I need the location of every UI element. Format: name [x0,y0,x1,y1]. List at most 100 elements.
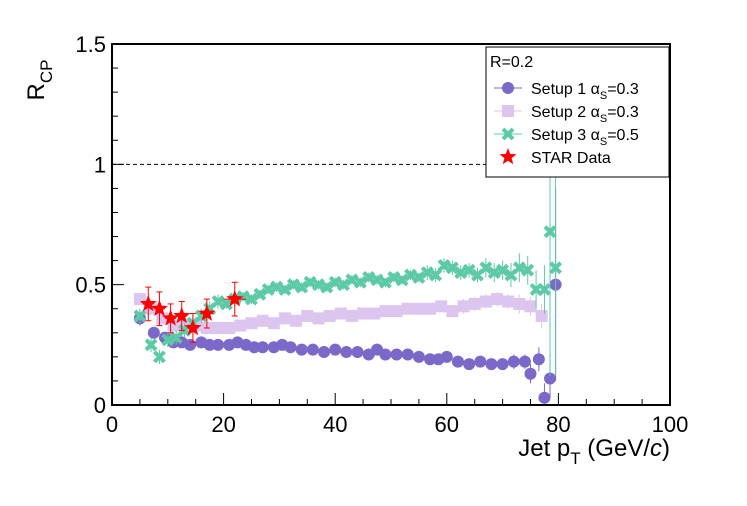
data-point [139,294,157,312]
data-point [144,338,158,352]
data-point [345,309,358,322]
x-tick-label: 0 [106,412,118,437]
data-point [198,304,216,321]
data-point [401,302,414,315]
data-point [512,261,526,275]
y-tick-label: 0 [94,393,106,418]
data-point [261,283,275,296]
data-point [538,391,551,404]
data-point [524,300,537,313]
data-point [353,275,367,289]
x-axis-title: Jet pT (GeV/c) [518,435,670,468]
data-point [451,355,464,368]
data-point [270,280,284,294]
y-axis-title: RCP [23,60,56,101]
series-layer [133,87,563,405]
legend-header: R=0.2 [490,54,533,71]
legend-entry-2: Setup 2 αS=0.3 [494,104,639,125]
legend-label: Setup 1 αS=0.3 [531,81,639,102]
data-point [463,358,476,371]
data-point [226,290,244,307]
legend-entry-4: STAR Data [499,148,611,167]
data-point [357,307,370,320]
x-tick-label: 20 [211,412,235,437]
data-point [502,295,515,308]
data-point [457,300,470,313]
data-point [446,305,459,318]
data-point [535,309,548,322]
data-point [147,326,160,339]
data-point [133,309,147,323]
data-point [379,348,392,361]
x-tick-label: 60 [435,412,459,437]
data-point [212,321,225,334]
data-point [543,225,557,239]
x-tick-label: 80 [546,412,570,437]
data-point [219,297,233,311]
data-point [290,314,303,327]
data-point [334,307,347,320]
data-point [479,261,493,275]
data-point [513,297,526,310]
legend-entry-3: Setup 3 αS=0.5 [494,127,639,148]
data-point [538,283,551,296]
data-point [184,338,197,351]
data-point [203,338,216,351]
data-point [395,273,409,287]
data-point [507,355,520,368]
data-point [245,292,258,306]
data-point [234,319,247,332]
data-point [245,317,258,330]
legend-label: STAR Data [531,150,611,167]
data-point [162,309,180,326]
data-point [312,312,325,325]
data-point [390,348,403,361]
data-point [323,309,336,322]
data-point [337,278,350,292]
data-point [429,268,443,282]
data-point [153,350,166,364]
y-tick-label: 0.5 [75,273,106,298]
data-point [435,300,448,313]
data-point [161,333,175,347]
data-point [318,346,331,359]
data-point [253,287,267,301]
data-point [401,348,414,361]
series-4 [139,281,246,343]
legend-label: Setup 3 αS=0.5 [531,127,639,148]
data-point [150,299,168,317]
data-point [496,263,510,277]
data-point [424,302,437,315]
data-point [286,278,300,292]
data-point [328,275,342,289]
data-point [320,280,334,294]
data-point [312,278,325,292]
data-point [368,307,381,320]
data-point [370,273,384,287]
data-point [544,372,557,385]
data-point [212,338,225,351]
y-tick-label: 1.5 [75,32,106,57]
y-tick-label: 1 [94,152,106,177]
data-point [223,321,236,334]
data-point [468,297,481,310]
data-point [256,314,269,327]
data-point [345,273,359,287]
data-point [267,317,280,330]
axis-ticks: 0 20 40 60 80 100 0 0.5 1 1.5 [75,32,688,437]
data-point [329,343,342,356]
legend-marker [502,105,514,117]
data-point [351,346,364,359]
legend-label: Setup 2 αS=0.3 [531,104,639,125]
data-point [462,263,476,277]
data-point [278,312,291,325]
data-point [454,266,468,280]
data-point [236,290,250,304]
data-point [424,353,437,366]
legend-entry-1: Setup 1 αS=0.3 [494,81,639,102]
x-tick-label: 40 [323,412,347,437]
data-point [256,341,269,354]
data-point [306,343,319,356]
data-point [412,302,425,315]
